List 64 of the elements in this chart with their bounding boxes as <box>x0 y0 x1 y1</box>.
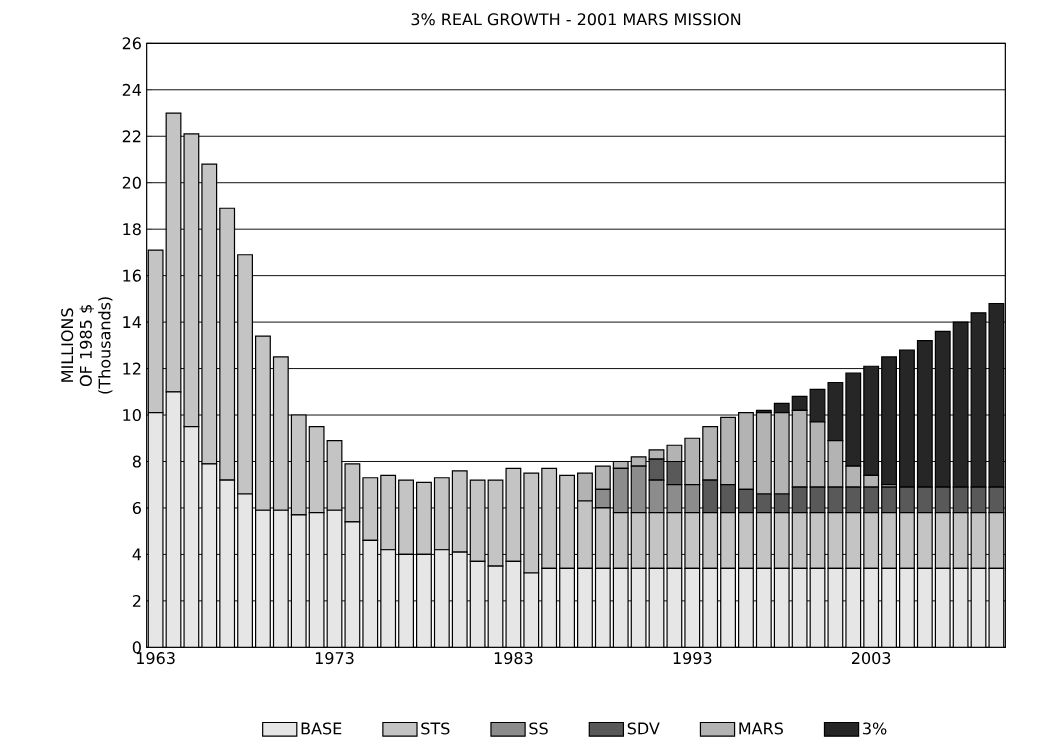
legend-label: SDV <box>627 722 660 735</box>
y-tick-label: 0 <box>132 641 141 654</box>
bar <box>755 567 772 648</box>
chart-title: 3% REAL GROWTH - 2001 MARS MISSION <box>411 13 741 26</box>
bar <box>272 509 289 648</box>
bar <box>487 479 504 567</box>
bar <box>398 553 414 648</box>
bar <box>416 481 432 556</box>
x-tick-label: 1963 <box>137 652 175 665</box>
y-tick-label: 22 <box>122 130 141 143</box>
bar <box>469 479 486 562</box>
bar <box>916 567 933 648</box>
bar <box>559 474 575 569</box>
bar <box>362 477 379 542</box>
y-tick-label: 12 <box>123 362 141 375</box>
y-tick-label: 8 <box>132 455 141 468</box>
bar <box>720 567 736 648</box>
bar <box>255 509 271 648</box>
bar <box>559 567 575 648</box>
bar <box>326 439 343 511</box>
y-tick-label: 2 <box>132 594 141 607</box>
legend-label: BASE <box>301 722 342 735</box>
legend-label: SS <box>529 722 548 735</box>
bar <box>523 472 540 574</box>
bar <box>308 426 325 514</box>
bar <box>738 567 754 648</box>
y-tick-label: 18 <box>123 223 141 236</box>
bar <box>416 553 432 648</box>
bar <box>433 477 450 551</box>
bar <box>881 567 897 648</box>
y-tick-label: 10 <box>123 408 141 422</box>
bar <box>237 493 253 648</box>
bar <box>541 467 558 569</box>
y-axis-title: MILLIONS OF 1985 $ (Thousands) <box>61 297 113 394</box>
y-tick-label: 26 <box>122 37 141 50</box>
bar <box>702 567 719 648</box>
bar <box>594 567 611 648</box>
x-tick-label: 2003 <box>851 652 891 665</box>
bar <box>344 463 361 523</box>
x-tick-label: 1983 <box>494 652 533 665</box>
y-tick-label: 16 <box>123 269 141 282</box>
bar <box>863 567 880 648</box>
bar <box>219 479 236 648</box>
bar <box>505 467 522 562</box>
bar <box>451 470 468 553</box>
bar <box>433 549 450 648</box>
legend-label: 3% <box>863 722 887 735</box>
y-tick-label: 14 <box>123 316 142 328</box>
y-tick-label: 20 <box>122 176 141 189</box>
y-tick-label: 6 <box>132 501 141 514</box>
bar <box>380 549 397 648</box>
bar <box>380 474 397 551</box>
y-tick-label: 4 <box>132 548 142 561</box>
bar <box>881 356 897 486</box>
bar <box>899 567 915 648</box>
bar <box>577 567 593 648</box>
bar <box>290 414 307 516</box>
legend-label: MARS <box>739 722 783 735</box>
bar <box>541 567 558 648</box>
bar <box>398 479 414 556</box>
y-tick-label: 24 <box>122 83 142 96</box>
x-tick-label: 1973 <box>315 652 354 665</box>
x-tick-label: 1993 <box>673 652 712 665</box>
legend-label: STS <box>421 722 450 735</box>
